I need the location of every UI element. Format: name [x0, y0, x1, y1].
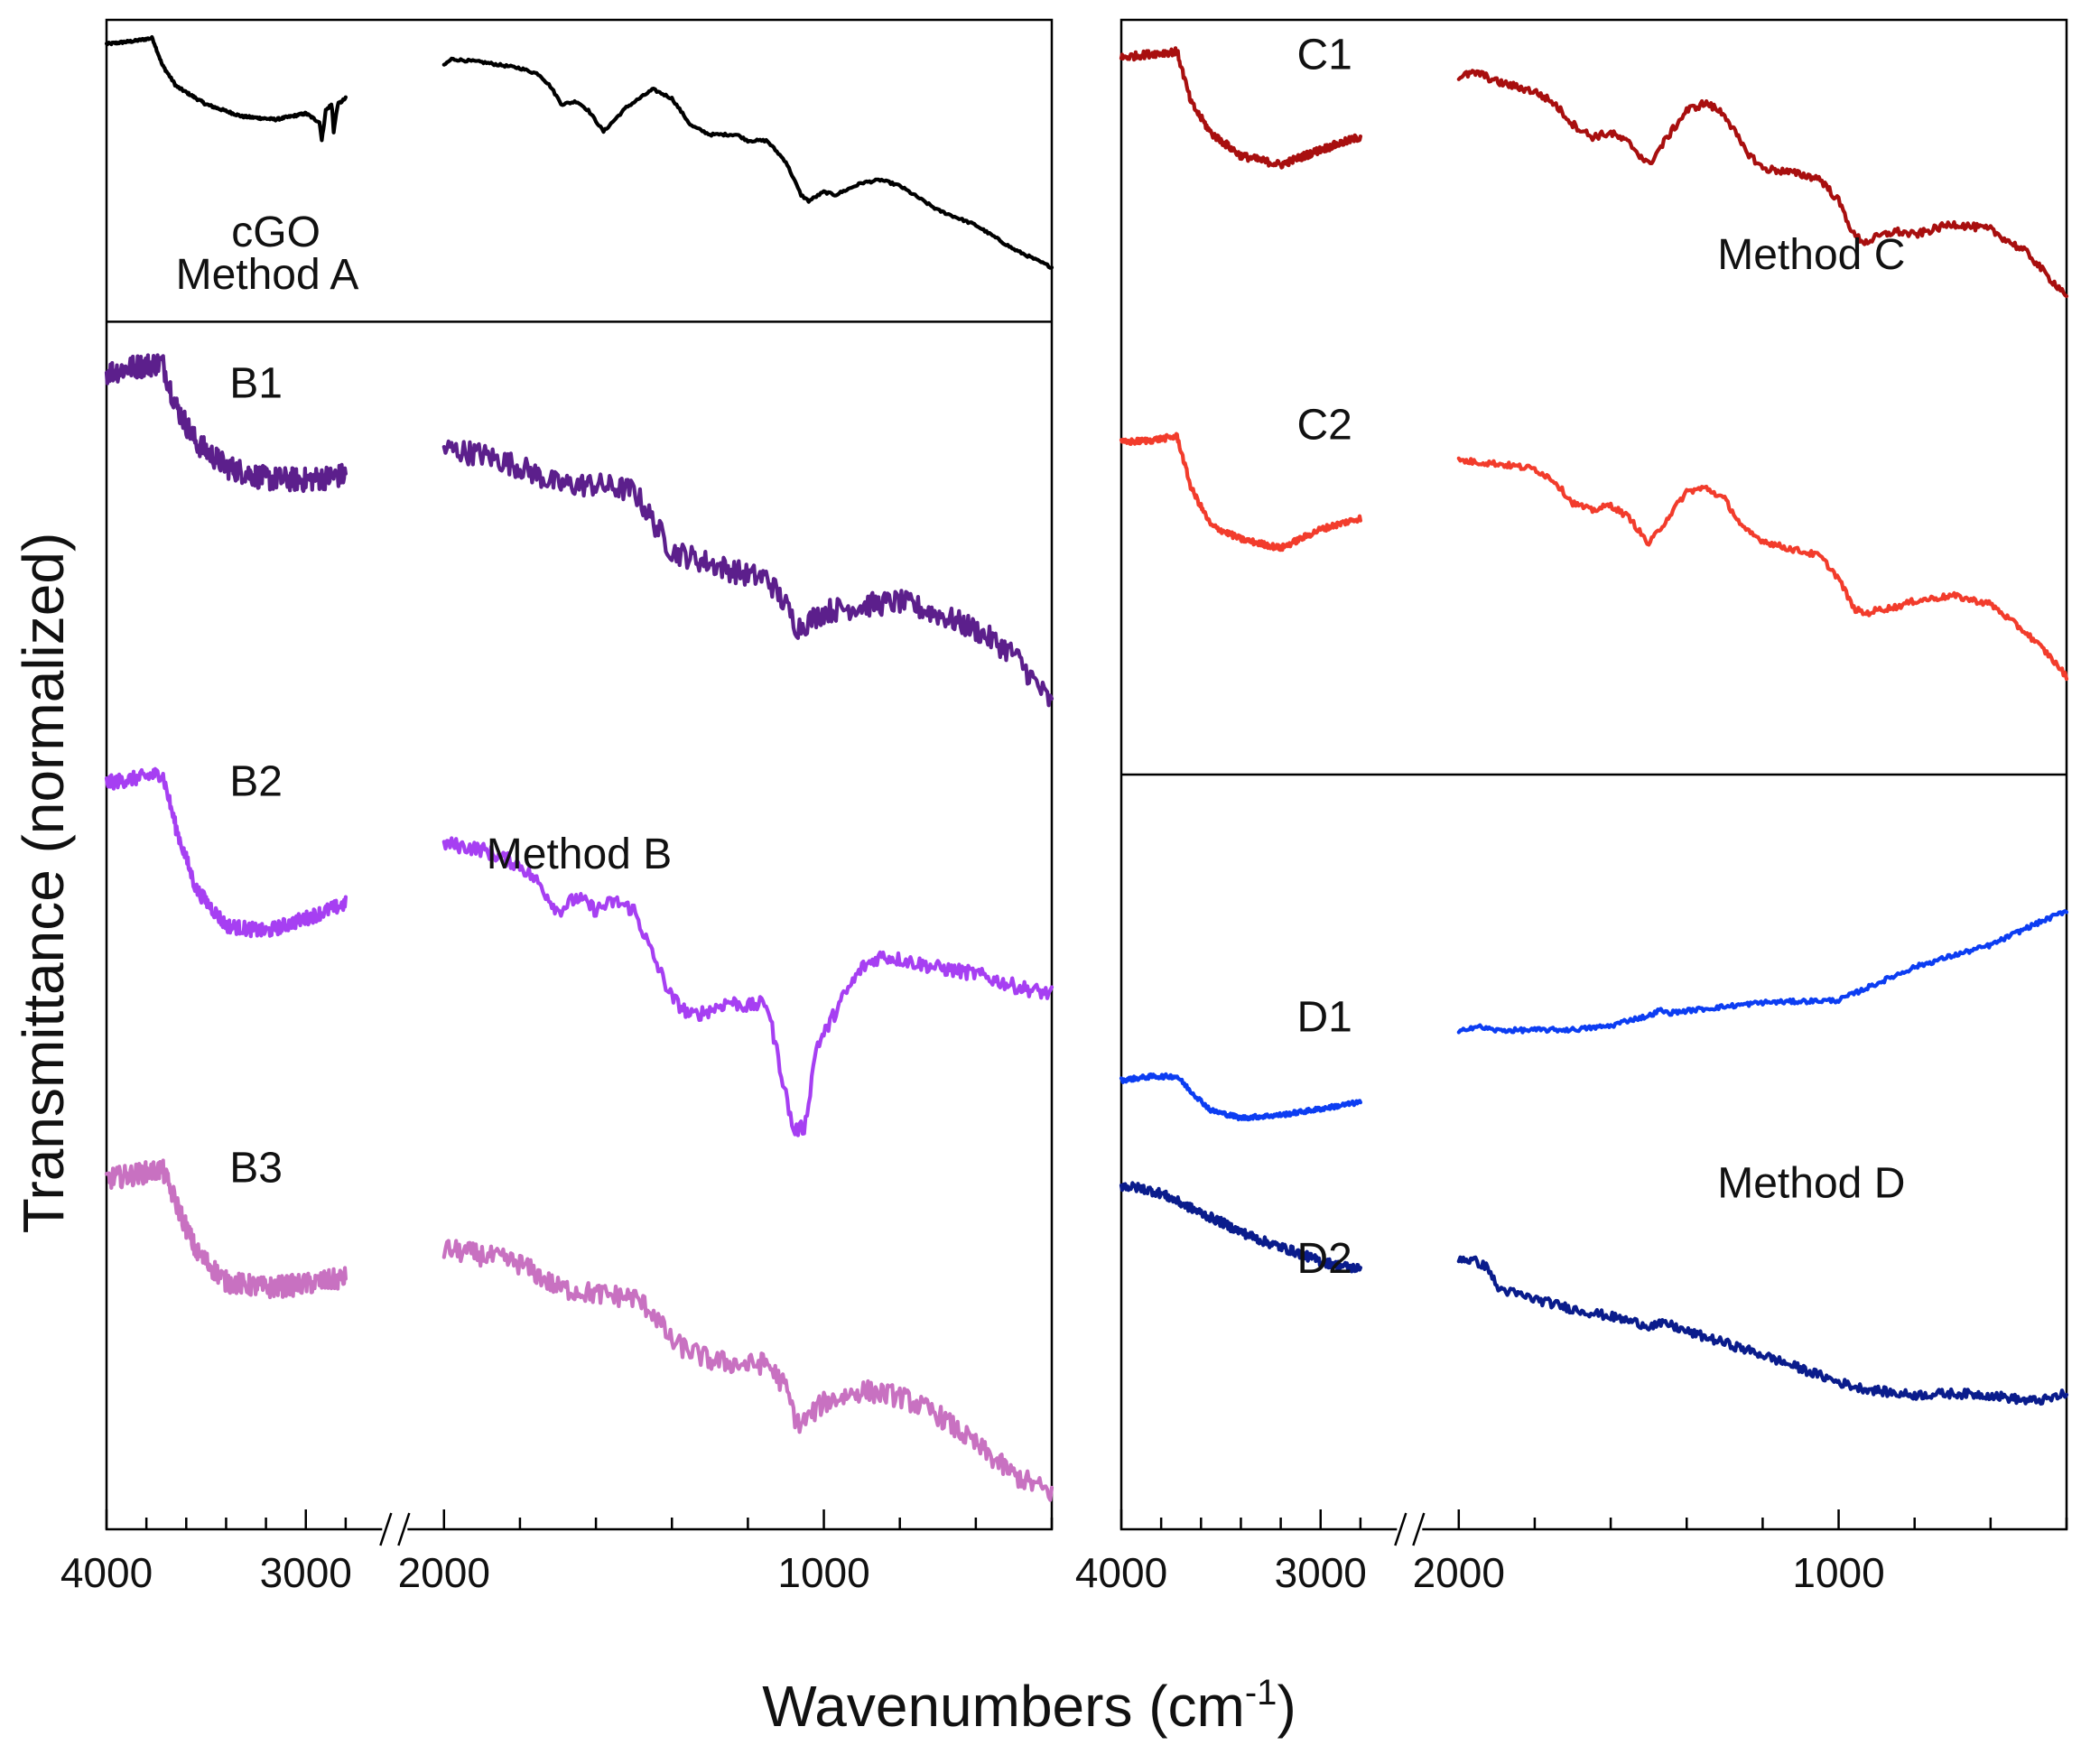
x-tick-label: 3000 [260, 1549, 352, 1596]
series-D1-line-seg2 [1456, 909, 2069, 1035]
panel-right: 4000 3000 2000 1000 C1 C2 Method C D1 D2 Method D [1075, 18, 2069, 1596]
axis-break-mark [379, 1512, 393, 1546]
x-tick-label: 1000 [777, 1549, 869, 1596]
curve-label-D1: D1 [1296, 994, 1352, 1042]
series-cGO-line-seg1 [104, 34, 348, 143]
axis-break-mark [1394, 1512, 1407, 1546]
series-C2-line-seg1 [1119, 432, 1362, 552]
panel-frame [105, 18, 1054, 1531]
series-cGO-line-seg2 [441, 56, 1054, 270]
x-axis-title-close: ) [1277, 1674, 1296, 1739]
method-box-1: B1 B2 B3 Method B [104, 353, 1054, 1502]
method-label: Method C [1717, 231, 1905, 279]
x-tick-label: 1000 [1792, 1549, 1884, 1596]
method-label: Method B [487, 831, 672, 878]
curve-label-B3: B3 [229, 1145, 283, 1193]
x-tick-label: 4000 [60, 1549, 153, 1596]
method-box-0: C1 C2 Method C [1119, 32, 2069, 682]
curve-label-C1: C1 [1296, 32, 1352, 79]
curve-label-C2: C2 [1296, 401, 1352, 449]
curve-label-cGO: cGO [231, 209, 321, 256]
series-C1-line-seg1 [1119, 46, 1362, 170]
series-B3-line-seg2 [441, 1239, 1054, 1502]
method-box-1: D1 D2 Method D [1119, 909, 2069, 1407]
series-D2-line-seg2 [1456, 1255, 2069, 1407]
y-axis-title: Transmittance (normalized) [11, 533, 76, 1234]
axis-break-gap [1397, 1524, 1423, 1535]
series-B1-line-seg2 [441, 439, 1054, 708]
curve-label-B1: B1 [229, 359, 283, 407]
x-axis-title-text: Wavenumbers (cm [762, 1674, 1245, 1739]
axis-break-mark [1412, 1512, 1426, 1546]
curve-label-B2: B2 [229, 758, 283, 806]
series-C2-line-seg2 [1456, 456, 2069, 682]
series-B2-line-seg2 [441, 836, 1054, 1137]
axis-break-mark [397, 1512, 411, 1546]
series-B1-line-seg1 [104, 353, 348, 494]
series-B2-line-seg1 [104, 766, 348, 939]
x-tick-label: 3000 [1275, 1549, 1367, 1596]
axis-break-gap [382, 1524, 408, 1535]
series-D2-line-seg1 [1119, 1181, 1362, 1274]
series-D1-line-seg1 [1119, 1072, 1362, 1122]
series-C1-line-seg2 [1456, 69, 2069, 299]
x-axis-title-superscript: -1 [1245, 1673, 1277, 1713]
x-tick-label: 2000 [1413, 1549, 1505, 1596]
x-tick-label: 2000 [398, 1549, 490, 1596]
method-label: Method D [1717, 1159, 1905, 1207]
x-axis-title: Wavenumbers (cm-1) [762, 1673, 1296, 1739]
curve-label-D2: D2 [1296, 1235, 1352, 1283]
x-tick-label: 4000 [1075, 1549, 1167, 1596]
method-label: Method A [176, 251, 359, 299]
series-B3-line-seg1 [104, 1158, 348, 1300]
